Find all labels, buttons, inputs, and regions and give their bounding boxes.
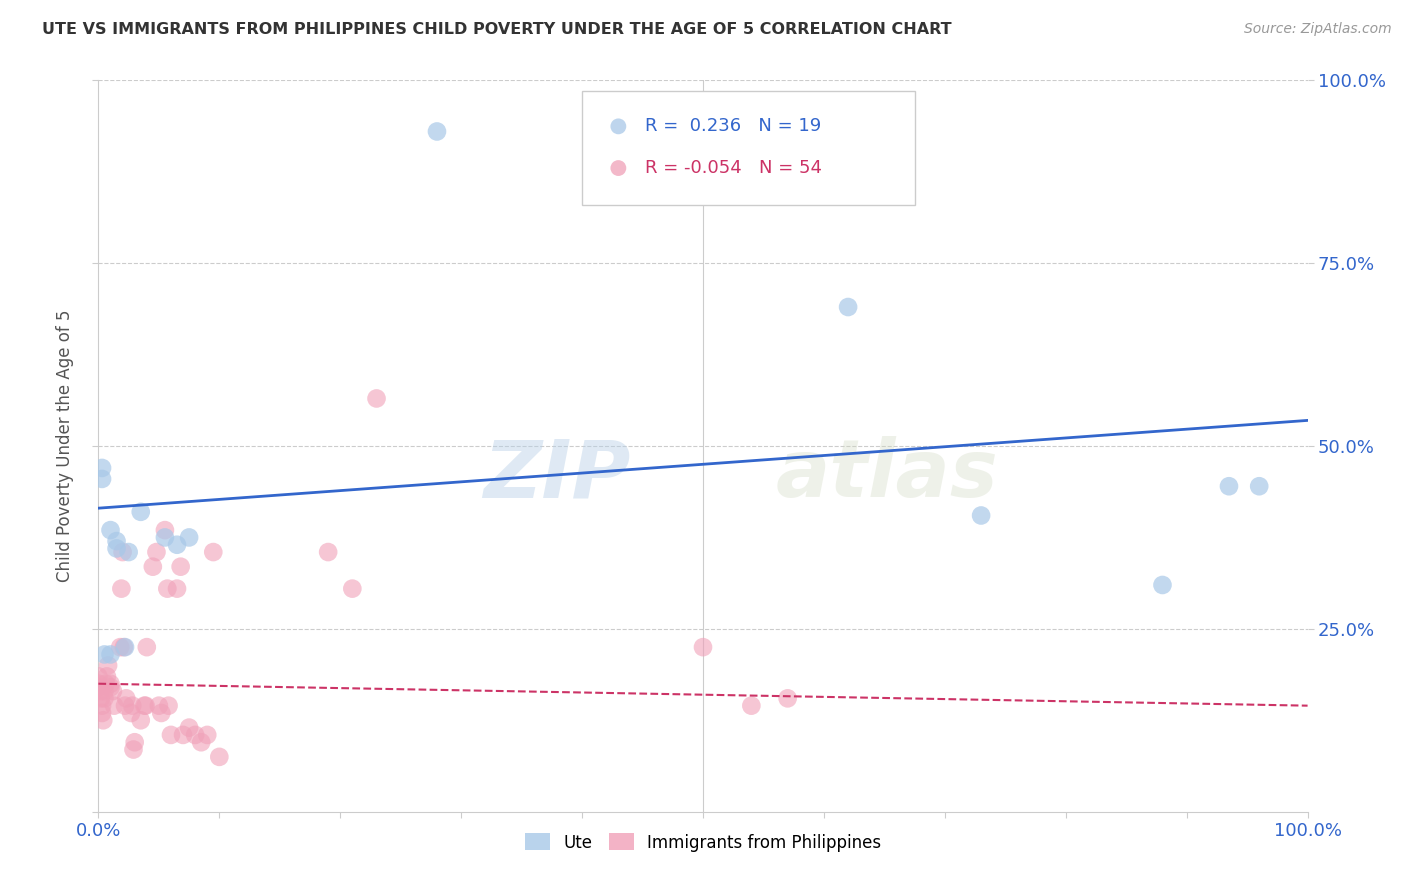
Point: [91, 461, 114, 475]
Point: [179, 721, 201, 735]
Point: [837, 300, 859, 314]
Point: [93, 691, 115, 706]
Point: [96, 669, 118, 683]
Legend: Ute, Immigrants from Philippines: Ute, Immigrants from Philippines: [517, 827, 889, 858]
Point: [97, 658, 120, 673]
Point: [134, 698, 156, 713]
Point: [111, 545, 134, 559]
Text: Source: ZipAtlas.com: Source: ZipAtlas.com: [1244, 22, 1392, 37]
Point: [91, 714, 114, 728]
Point: [776, 691, 799, 706]
Point: [129, 714, 152, 728]
Point: [166, 582, 188, 596]
Point: [142, 559, 165, 574]
Point: [114, 698, 136, 713]
Point: [105, 541, 128, 556]
Point: [118, 545, 141, 559]
Point: [135, 640, 157, 655]
Text: atlas: atlas: [776, 436, 998, 515]
Point: [153, 530, 176, 544]
Text: R =  0.236   N = 19: R = 0.236 N = 19: [645, 118, 821, 136]
Point: [208, 749, 231, 764]
Point: [153, 523, 176, 537]
Point: [184, 728, 207, 742]
Point: [115, 691, 138, 706]
Point: [91, 706, 114, 720]
Point: [114, 640, 136, 655]
Point: [94, 676, 117, 690]
Point: [148, 698, 170, 713]
Point: [172, 728, 194, 742]
Point: [1218, 479, 1240, 493]
Point: [90, 691, 112, 706]
Point: [970, 508, 993, 523]
Point: [342, 582, 364, 596]
Point: [100, 648, 122, 662]
Point: [121, 698, 143, 713]
Point: [120, 706, 142, 720]
Y-axis label: Child Poverty Under the Age of 5: Child Poverty Under the Age of 5: [56, 310, 75, 582]
Point: [87, 669, 110, 683]
Text: UTE VS IMMIGRANTS FROM PHILIPPINES CHILD POVERTY UNDER THE AGE OF 5 CORRELATION : UTE VS IMMIGRANTS FROM PHILIPPINES CHILD…: [42, 22, 952, 37]
Point: [103, 698, 125, 713]
Point: [124, 735, 146, 749]
Point: [202, 545, 225, 559]
Point: [366, 392, 388, 406]
Point: [93, 684, 115, 698]
Point: [607, 120, 630, 134]
Text: R = -0.054   N = 54: R = -0.054 N = 54: [645, 159, 823, 177]
Point: [100, 676, 122, 690]
Point: [135, 698, 157, 713]
Point: [91, 472, 114, 486]
Point: [90, 684, 112, 698]
Point: [87, 676, 110, 690]
Point: [190, 735, 212, 749]
Point: [692, 640, 714, 655]
Point: [166, 538, 188, 552]
Point: [91, 698, 114, 713]
Point: [112, 640, 135, 655]
Text: ZIP: ZIP: [484, 436, 630, 515]
Point: [87, 681, 110, 695]
Point: [607, 161, 630, 175]
Point: [145, 545, 167, 559]
Point: [108, 640, 131, 655]
Point: [101, 684, 124, 698]
Point: [195, 728, 218, 742]
Point: [100, 523, 122, 537]
Point: [740, 698, 762, 713]
Point: [157, 698, 180, 713]
Point: [1152, 578, 1174, 592]
Point: [1249, 479, 1271, 493]
Point: [100, 681, 122, 695]
Point: [160, 728, 183, 742]
FancyBboxPatch shape: [582, 91, 915, 204]
Point: [105, 534, 128, 549]
Point: [93, 648, 115, 662]
Point: [129, 505, 152, 519]
Point: [169, 559, 191, 574]
Point: [179, 530, 201, 544]
Point: [150, 706, 173, 720]
Point: [426, 124, 449, 138]
Point: [122, 742, 145, 756]
Point: [156, 582, 179, 596]
Point: [110, 582, 132, 596]
Point: [316, 545, 339, 559]
